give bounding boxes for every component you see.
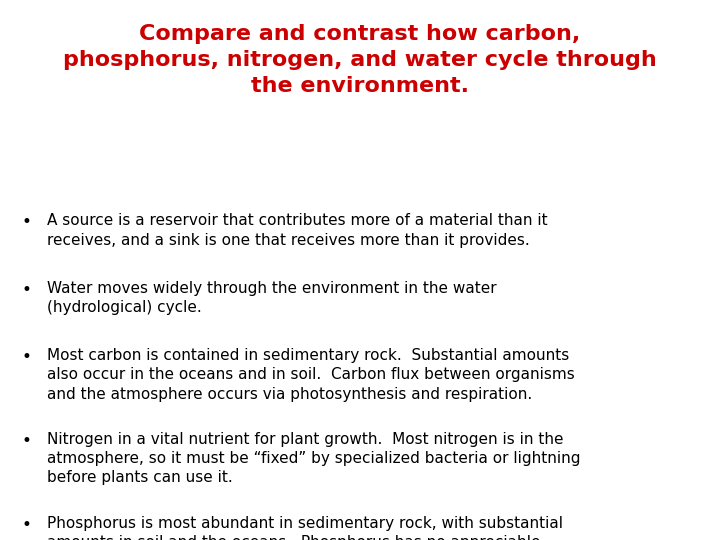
Text: Nitrogen in a vital nutrient for plant growth.  Most nitrogen is in the
atmosphe: Nitrogen in a vital nutrient for plant g… [47, 432, 580, 485]
Text: A source is a reservoir that contributes more of a material than it
receives, an: A source is a reservoir that contributes… [47, 213, 547, 247]
Text: Water moves widely through the environment in the water
(hydrological) cycle.: Water moves widely through the environme… [47, 281, 496, 315]
Text: •: • [22, 348, 32, 366]
Text: Phosphorus is most abundant in sedimentary rock, with substantial
amounts in soi: Phosphorus is most abundant in sedimenta… [47, 516, 563, 540]
Text: •: • [22, 213, 32, 231]
Text: Compare and contrast how carbon,
phosphorus, nitrogen, and water cycle through
t: Compare and contrast how carbon, phospho… [63, 24, 657, 96]
Text: •: • [22, 516, 32, 534]
Text: •: • [22, 432, 32, 450]
Text: •: • [22, 281, 32, 299]
Text: Most carbon is contained in sedimentary rock.  Substantial amounts
also occur in: Most carbon is contained in sedimentary … [47, 348, 575, 402]
